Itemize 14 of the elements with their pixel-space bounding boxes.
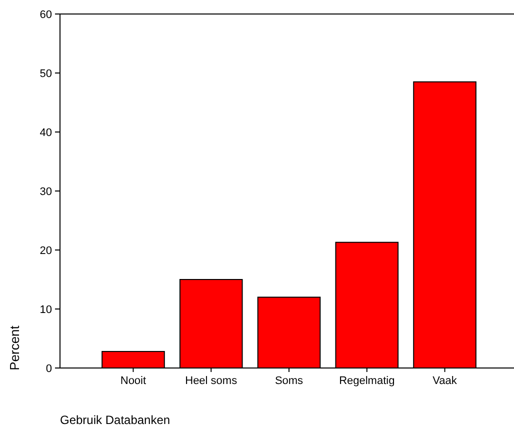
y-tick-label: 0 — [46, 362, 52, 375]
y-tick-label: 10 — [40, 304, 52, 316]
y-tick-label: 50 — [40, 68, 52, 80]
x-axis-title: Gebruik Databanken — [60, 413, 170, 427]
y-axis-title: Percent — [7, 325, 22, 370]
x-tick-label: Soms — [274, 375, 304, 387]
y-tick-label: 40 — [40, 126, 52, 139]
y-tick-label: 30 — [40, 186, 52, 198]
y-tick-label: 60 — [40, 8, 52, 21]
x-tick-label: Vaak — [432, 375, 458, 387]
x-tick-label: Nooit — [120, 375, 146, 387]
x-tick-label: Regelmatig — [339, 375, 395, 387]
y-tick-label: 20 — [40, 244, 52, 257]
x-tick-label: Heel soms — [185, 375, 238, 387]
